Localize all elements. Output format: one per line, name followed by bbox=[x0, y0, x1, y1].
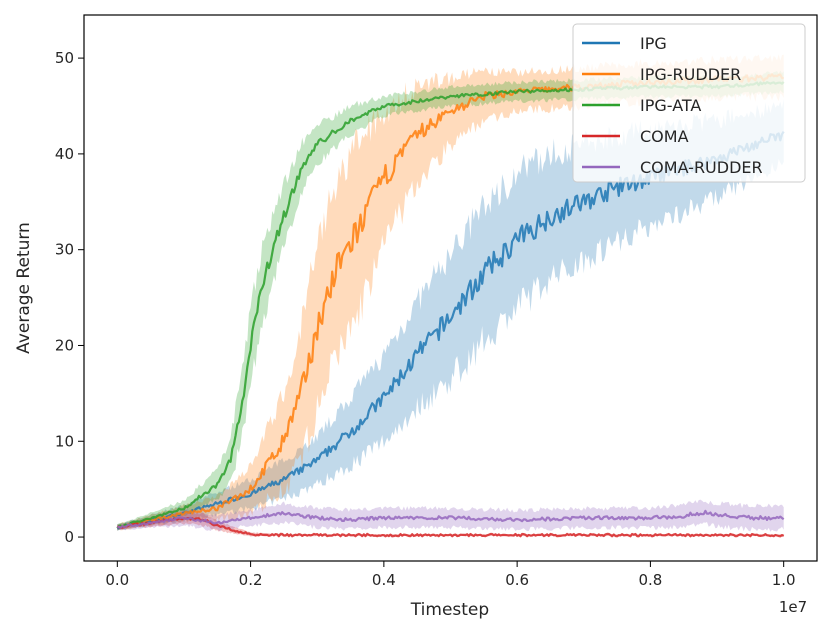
series-line-coma bbox=[116, 517, 785, 538]
x-axis-scale-label: 1e7 bbox=[779, 598, 807, 616]
x-tick-label: 0.4 bbox=[372, 571, 396, 589]
x-axis-label: Timestep bbox=[410, 600, 489, 620]
x-tick-label: 0.6 bbox=[505, 571, 529, 589]
y-tick-label: 40 bbox=[55, 145, 74, 163]
x-tick-label: 0.8 bbox=[638, 571, 662, 589]
legend-label-ipg: IPG bbox=[640, 34, 667, 53]
legend-label-ipg-rudder: IPG-RUDDER bbox=[640, 65, 741, 84]
series-line-coma-rudder bbox=[116, 509, 785, 529]
y-tick-label: 50 bbox=[55, 49, 74, 67]
x-tick-label: 1.0 bbox=[772, 571, 796, 589]
legend: IPG IPG-RUDDER IPG-ATA COMA COMA-RUDDER bbox=[572, 23, 806, 183]
band-ipg-rudder bbox=[117, 54, 784, 531]
x-tick-label: 0.0 bbox=[105, 571, 129, 589]
x-tick-label: 0.2 bbox=[239, 571, 263, 589]
y-tick-label: 0 bbox=[64, 528, 74, 546]
y-tick-label: 30 bbox=[55, 241, 74, 259]
plot-frame bbox=[83, 14, 818, 562]
legend-box bbox=[572, 23, 806, 183]
band-ipg-ata bbox=[117, 70, 784, 531]
band-ipg bbox=[117, 99, 784, 531]
legend-label-coma-rudder: COMA-RUDDER bbox=[640, 158, 763, 177]
legend-label-ipg-ata: IPG-ATA bbox=[640, 96, 701, 115]
y-axis-label: Average Return bbox=[14, 222, 34, 354]
x-axis-ticks: 0.0 0.2 0.4 0.6 0.8 1.0 bbox=[105, 561, 796, 589]
y-axis-ticks: 0 10 20 30 40 50 bbox=[55, 49, 84, 546]
legend-label-coma: COMA bbox=[640, 127, 689, 146]
y-tick-label: 20 bbox=[55, 336, 74, 354]
y-tick-label: 10 bbox=[55, 432, 74, 450]
